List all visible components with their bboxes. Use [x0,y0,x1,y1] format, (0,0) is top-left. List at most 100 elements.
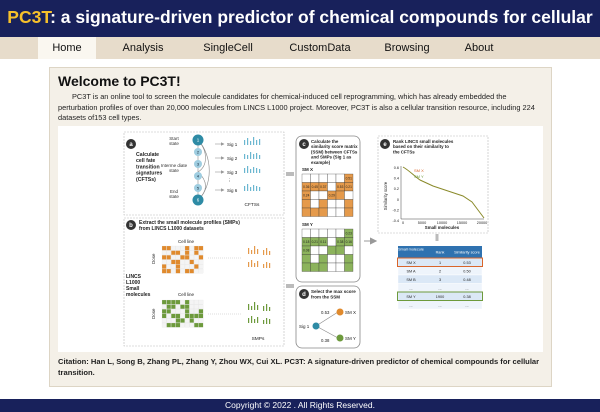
grid-cell [198,250,204,255]
panel-c-text-1: Calculate the [311,139,339,144]
panel-a-text-4: signatures [136,171,162,177]
panel-a-text-5: (CFTSs) [136,177,156,183]
ssm-cell [310,245,320,255]
ssm-cell [335,190,345,200]
grid-cell [198,304,204,310]
table-cell: 0.48 [463,278,470,282]
grid-cell [198,264,204,269]
ssm-cell [327,262,337,272]
table-cell: 0.53 [463,261,470,265]
ssm-cell [344,262,354,272]
grid-cell [189,304,195,310]
panel-b-text-2: from LINCS L1000 datasets [139,226,204,232]
table-cell: ... [438,286,441,290]
ssm-cell [335,173,345,183]
sig-1-label: Sig 1 [227,142,238,147]
node-6-label: 6 [197,198,200,203]
grid-cell [194,264,199,269]
panel-c: c Calculate the similarity score matrix (S… [295,135,361,283]
panel-c-text-3: (SSM) between CFTSs [311,149,358,154]
node-4 [194,172,202,180]
e-ytick-1: 0.6 [394,166,399,170]
lincs-1: LINCS [126,274,142,280]
nav-singlecell[interactable]: SingleCell [203,42,253,54]
smp-bars-green [248,302,271,324]
nav-analysis[interactable]: Analysis [122,42,164,54]
ssm-cell [335,262,345,272]
grid-cell [166,268,171,274]
ssm-value: 0.29 [329,194,335,198]
ssm-cell [318,173,328,183]
grid-cell [194,250,199,255]
orange-grid [161,245,204,274]
e-ytick-5: -0.2 [392,208,399,212]
grid-cell [184,259,190,265]
table-cell: ... [465,303,468,307]
grid-cell [180,304,185,310]
grid-cell [194,313,199,319]
grid-cell [189,322,195,328]
table-cell: 2 [439,269,441,273]
ssm-value: 0.37 [320,185,326,189]
grid-cell [166,313,171,319]
panel-a-text-2: cell fate [136,158,155,164]
grid-cell [180,318,185,323]
ssm-value: 0.24 [303,194,309,198]
grid-cell [166,309,171,314]
nav-browsing[interactable]: Browsing [384,42,430,54]
sig-3-label: Sig 3 [227,170,238,175]
d-smx-label: SM X [345,310,356,315]
panel-d-text-2: from the SSM [311,294,340,299]
grid-cell [180,299,185,305]
node-6 [192,194,204,206]
panel-c-letter: c [302,142,306,148]
grid-cell [194,304,199,310]
ssm-cell [327,237,337,247]
panel-e: e Rank LINCS small molecules based on the… [377,135,489,241]
nav-home[interactable]: Home [38,37,96,59]
panel-c-text-5: example) [311,160,331,165]
panel-b-text-1: Extract the small molecule profiles (SMP… [139,220,240,226]
highlight-smy-row [397,291,483,301]
grid-cell [161,255,167,260]
ssm-value: 0.11 [320,240,326,244]
grid-cell [175,259,181,265]
panel-d-text-1: Select the max score [311,289,356,294]
panel-c-text-2: similarity score matrix [311,144,358,149]
grid-cell [161,322,167,328]
grid-cell [166,322,171,328]
d-sig1-label: Sig 1 [299,324,310,329]
ssm-value: 0.53 [337,185,343,189]
nav-about[interactable]: About [464,42,494,54]
ssm-value: 0.36 [303,185,309,189]
ssm-cell [310,254,320,264]
grid-cell [180,268,185,274]
table-cell: ... [409,286,412,290]
state-start-2: state [169,141,179,146]
e-xtick-3: 10000 [437,221,448,225]
smps-label: SMPs [252,336,265,342]
grid-cell [161,313,167,319]
cell-line-label-1: Cell line [178,239,195,244]
grid-cell [184,309,190,314]
table-cell: SM X [406,261,416,265]
panel-a-text-1: Calculate [136,152,159,158]
grid-cell [175,322,181,328]
grid-cell [171,268,176,274]
table-cell: SM A [406,269,416,273]
grid-cell [175,255,181,260]
e-ylabel: Similarity score [383,181,388,210]
grid-cell [175,318,181,323]
e-xtick-5: 20000 [477,221,488,225]
grid-cell [180,259,185,265]
app-title-text: : a signature-driven predictor of chemic… [50,7,593,27]
nav-customdata[interactable]: CustomData [289,42,351,54]
panel-a-letter: a [129,142,133,148]
grid-cell [175,313,181,319]
cftss-label: CFTSs [245,202,261,208]
workflow-figure: a Calculate cell fate transition signatures… [58,126,543,352]
ranking-table: Small molecule Rank Similarity score SM … [397,246,483,310]
